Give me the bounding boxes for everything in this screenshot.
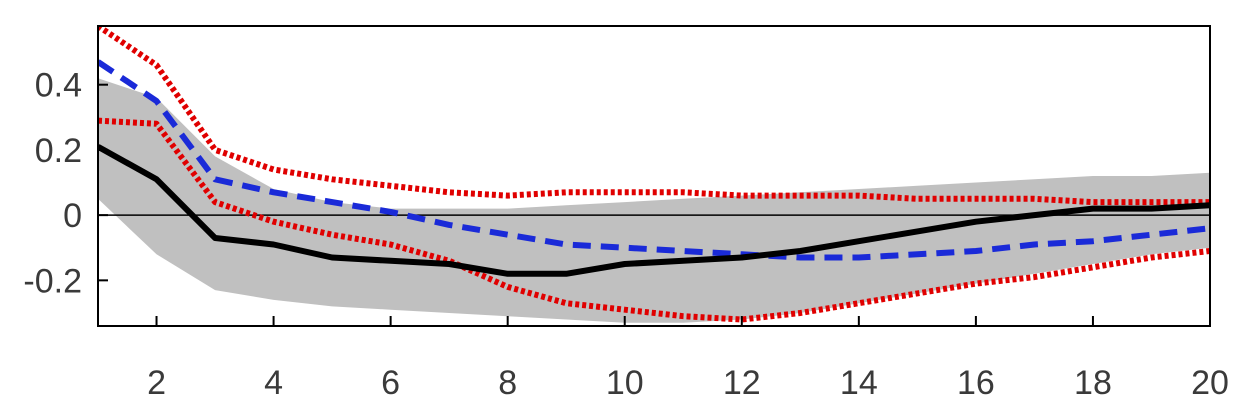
x-tick-label: 10 bbox=[606, 364, 644, 402]
y-tick-label: 0.2 bbox=[35, 132, 82, 170]
x-tick-label: 20 bbox=[1191, 364, 1229, 402]
x-tick-label: 6 bbox=[381, 364, 400, 402]
x-tick-label: 18 bbox=[1074, 364, 1112, 402]
x-tick-label: 16 bbox=[957, 364, 995, 402]
series-line-solid-0 bbox=[98, 144, 1210, 277]
axis-ticks: 2 4 6 8 10 12 14 16 18 20 -0.2 0 0.2 0.4 bbox=[23, 67, 1229, 402]
x-tick-label: 8 bbox=[498, 364, 517, 402]
plot-area bbox=[98, 26, 1210, 323]
confidence-band bbox=[98, 78, 1210, 323]
x-tick-label: 12 bbox=[723, 364, 761, 402]
x-tick-label: 2 bbox=[147, 364, 166, 402]
series-line-dashed-1 bbox=[98, 59, 1210, 261]
series-line-dotted-3 bbox=[98, 117, 1210, 323]
y-tick-label: -0.2 bbox=[23, 262, 82, 300]
y-tick-label: 0.4 bbox=[35, 67, 82, 105]
y-tick-label: 0 bbox=[63, 197, 82, 235]
x-tick-label: 14 bbox=[840, 364, 878, 402]
series-line-dotted-2 bbox=[98, 26, 1210, 206]
axes-box bbox=[97, 25, 1211, 327]
x-tick-label: 4 bbox=[264, 364, 283, 402]
